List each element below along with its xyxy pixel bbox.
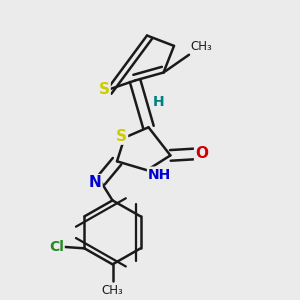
Text: NH: NH [148, 168, 171, 182]
Text: S: S [99, 82, 110, 97]
Text: Cl: Cl [49, 240, 64, 254]
Text: H: H [152, 95, 164, 110]
Text: S: S [116, 129, 127, 144]
Text: CH₃: CH₃ [190, 40, 212, 53]
Text: CH₃: CH₃ [102, 284, 123, 298]
Text: O: O [195, 146, 208, 161]
Text: N: N [89, 175, 101, 190]
